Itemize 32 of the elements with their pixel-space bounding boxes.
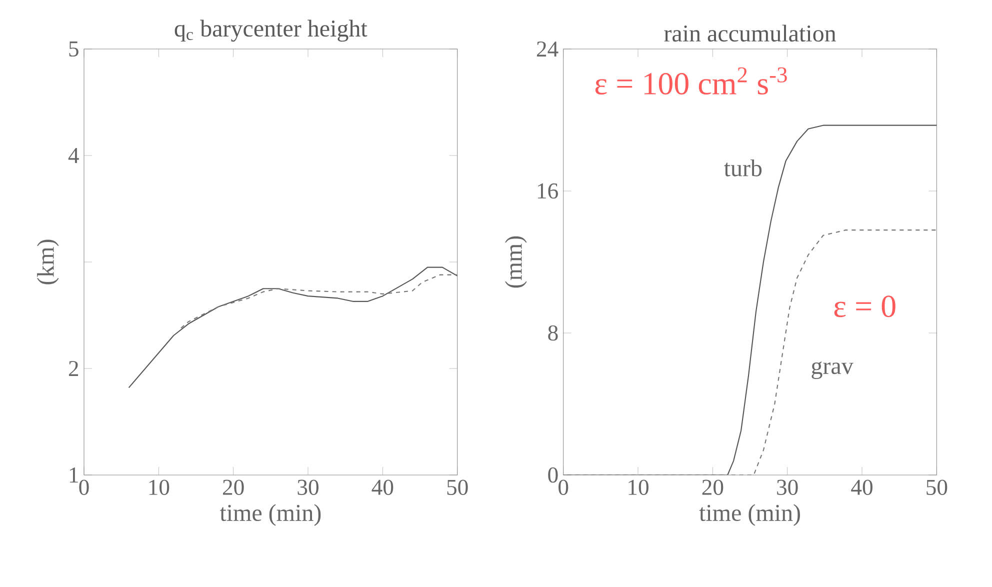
x-tick-label: 10 [628, 480, 648, 496]
y-tick-label: 2 [68, 360, 78, 376]
x-axis-title: time (min) [699, 504, 800, 526]
chart-title: q$_{c}$ barycenter height [174, 20, 368, 42]
x-axis-title: time (min) [220, 504, 321, 526]
annotation: ε = 100 cm$^{2}$ s$^{-3}$ [595, 67, 787, 95]
x-tick-label: 30 [298, 480, 318, 496]
y-axis-title: (mm) [505, 236, 527, 288]
x-tick-label: 50 [926, 480, 948, 496]
y-axis-title: (km) [37, 240, 59, 284]
y-tick-label: 0 [548, 467, 558, 483]
line-series [180, 274, 458, 329]
x-tick-label: 30 [777, 480, 798, 496]
y-tick-label: 8 [548, 325, 558, 341]
x-tick-label: 20 [223, 480, 244, 496]
series-label: turb [724, 159, 762, 176]
chart-title: rain accumulation [664, 24, 836, 42]
x-tick-label: 20 [702, 480, 724, 496]
x-tick-label: 10 [149, 480, 170, 496]
x-tick-label: 40 [851, 480, 872, 496]
x-tick-label: 0 [558, 480, 568, 496]
y-tick-label: 16 [538, 183, 558, 199]
y-tick-label: 5 [69, 41, 78, 57]
x-tick-label: 0 [79, 480, 89, 496]
line-series [128, 266, 458, 388]
x-tick-label: 50 [447, 480, 468, 496]
series-label: grav [812, 362, 854, 380]
annotation: ε = 0 [834, 296, 896, 318]
y-tick-label: 1 [70, 468, 78, 482]
y-tick-label: 24 [536, 41, 558, 57]
x-tick-label: 40 [372, 480, 394, 496]
y-tick-label: 4 [68, 148, 79, 163]
